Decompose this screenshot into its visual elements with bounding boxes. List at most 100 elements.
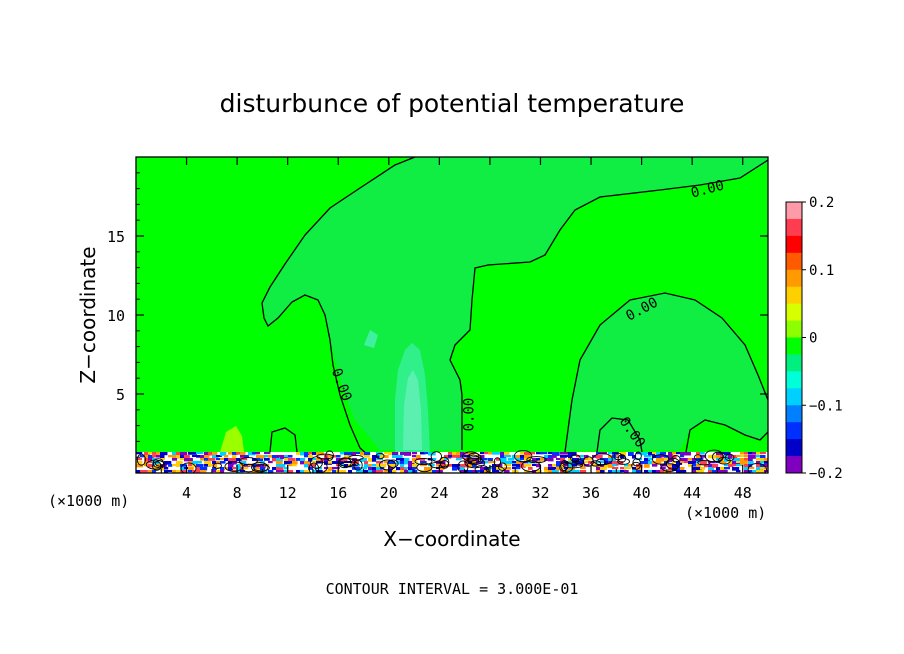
surface-cell — [568, 455, 573, 459]
surface-cell — [612, 452, 619, 455]
surface-cell — [440, 464, 447, 467]
surface-cell — [468, 464, 473, 468]
surface-cell — [712, 470, 719, 473]
surface-cell — [724, 455, 730, 458]
surface-cell — [680, 452, 686, 455]
surface-cell — [536, 452, 544, 455]
surface-cell — [736, 464, 744, 467]
surface-cell — [504, 467, 512, 470]
surface-cell — [256, 455, 263, 459]
surface-cell — [652, 464, 658, 467]
surface-cell — [732, 455, 738, 459]
surface-cell — [164, 467, 169, 470]
surface-cell — [668, 464, 675, 467]
surface-cell — [564, 455, 570, 458]
surface-cell — [548, 464, 553, 467]
surface-contour — [429, 461, 446, 469]
surface-cell — [632, 470, 640, 473]
surface-contour — [634, 451, 642, 460]
surface-cell — [252, 458, 257, 461]
surface-cell — [220, 452, 227, 456]
surface-cell — [348, 470, 353, 473]
surface-cell — [272, 458, 279, 462]
surface-cell — [460, 455, 468, 458]
surface-cell — [740, 452, 746, 455]
surface-cell — [452, 452, 458, 456]
surface-cell — [520, 458, 527, 461]
surface-contour — [251, 462, 269, 473]
surface-cell — [408, 470, 416, 473]
surface-cell — [656, 458, 664, 462]
surface-cell — [716, 467, 723, 471]
surface-cell — [448, 464, 455, 467]
surface-cell — [748, 467, 755, 470]
surface-cell — [372, 458, 377, 462]
surface-cell — [716, 470, 721, 473]
surface-cell — [644, 464, 650, 468]
surface-cell — [228, 461, 235, 465]
surface-cell — [376, 461, 384, 464]
surface-cell — [504, 461, 509, 464]
surface-cell — [744, 467, 749, 471]
surface-cell — [376, 467, 382, 471]
x-unit-label-left: (×1000 m) — [48, 492, 129, 510]
surface-contour — [724, 453, 735, 462]
surface-cell — [344, 452, 352, 456]
x-tick-label: 40 — [633, 484, 651, 502]
surface-cell — [564, 470, 570, 473]
surface-cell — [340, 452, 346, 455]
surface-cell — [180, 452, 188, 456]
x-tick-label: 16 — [329, 484, 347, 502]
surface-cell — [236, 452, 243, 455]
surface-cell — [688, 464, 695, 467]
surface-cell — [392, 455, 398, 459]
surface-cell — [576, 455, 581, 458]
surface-cell — [552, 470, 559, 473]
surface-cell — [712, 455, 718, 459]
y-axis-label: Z−coordinate — [76, 246, 100, 383]
surface-cell — [156, 455, 163, 458]
surface-cell — [360, 452, 368, 456]
surface-cell — [236, 470, 244, 473]
surface-cell — [524, 452, 531, 456]
surface-cell — [376, 470, 384, 473]
surface-cell — [340, 464, 346, 467]
surface-cell — [216, 470, 224, 473]
surface-cell — [268, 455, 274, 458]
field-contour-zero-anvil — [564, 292, 768, 453]
surface-cell — [352, 467, 360, 470]
surface-cell — [744, 455, 751, 458]
surface-cell — [136, 464, 144, 468]
colorbar-tick-label: 0.2 — [809, 195, 834, 211]
surface-cell — [600, 470, 605, 473]
surface-cell — [544, 470, 552, 473]
surface-cell — [524, 470, 530, 473]
surface-cell — [444, 455, 452, 459]
surface-cell — [344, 455, 352, 459]
surface-cell — [500, 461, 507, 464]
surface-cell — [236, 467, 241, 471]
surface-contour — [526, 456, 547, 464]
surface-cell — [612, 455, 620, 458]
surface-cell — [328, 455, 335, 458]
surface-cell — [564, 464, 569, 467]
surface-cell — [400, 458, 408, 462]
surface-cell — [720, 470, 728, 473]
surface-cell — [276, 461, 283, 465]
surface-cell — [456, 458, 462, 461]
surface-contour — [462, 451, 480, 462]
y-tick-label: 15 — [107, 228, 125, 246]
colorbar-swatch — [786, 354, 802, 372]
surface-cell — [232, 455, 237, 458]
surface-cell — [288, 461, 296, 464]
surface-cell — [136, 452, 143, 455]
surface-cell — [220, 461, 226, 464]
surface-cell — [432, 470, 437, 473]
surface-cell — [252, 452, 259, 455]
surface-cell — [484, 461, 491, 464]
surface-cell — [312, 452, 318, 455]
surface-cell — [216, 458, 221, 461]
surface-cell — [696, 470, 704, 473]
surface-cell — [412, 470, 418, 473]
